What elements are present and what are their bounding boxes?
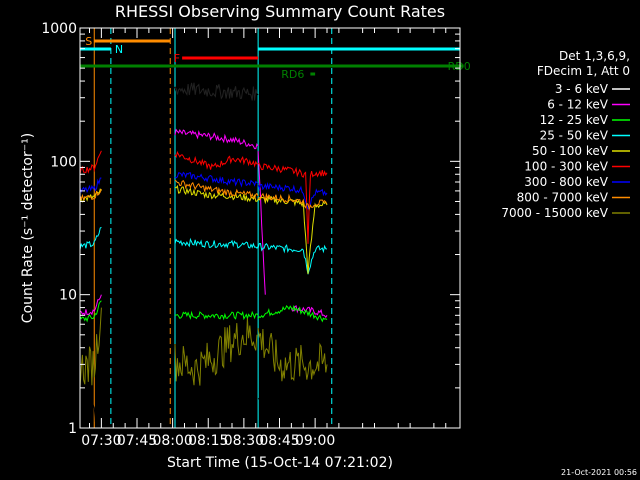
x-tick-label: 08:15 xyxy=(188,433,228,449)
legend-label: 7000 - 15000 keV xyxy=(501,206,608,220)
series-line xyxy=(174,318,259,386)
series-line xyxy=(174,171,259,188)
legend-label: 12 - 25 keV xyxy=(540,113,609,127)
series-line xyxy=(257,392,328,422)
y-tick-label: 100 xyxy=(50,154,77,170)
flag-label: S xyxy=(85,35,92,48)
series-line xyxy=(174,150,259,170)
x-tick-label: 08:45 xyxy=(259,433,299,449)
legend: Det 1,3,6,9,FDecim 1, Att 0 3 - 6 keV 6 - … xyxy=(501,49,630,220)
y-tick-label: 10 xyxy=(59,288,77,304)
series-line xyxy=(174,237,259,249)
series-line xyxy=(257,162,328,244)
series-line xyxy=(79,300,102,323)
x-tick-label: 09:00 xyxy=(295,433,335,449)
series-line xyxy=(257,304,328,323)
plot-background xyxy=(80,28,460,428)
series-line xyxy=(79,307,102,388)
series-line xyxy=(79,294,102,317)
flag-label: F xyxy=(174,52,180,65)
series-line xyxy=(290,305,328,319)
series-line xyxy=(174,128,259,150)
x-axis-label: Start Time (15-Oct-14 07:21:02) xyxy=(167,455,393,471)
legend-label: 3 - 6 keV xyxy=(555,82,609,96)
series-line xyxy=(79,177,102,194)
y-axis-label: Count Rate (s⁻¹ detector⁻¹) xyxy=(20,133,36,323)
plot-area: S N F RD0 RD6 xyxy=(79,27,471,429)
legend-label: 800 - 7000 keV xyxy=(517,191,609,205)
legend-header: Det 1,3,6,9, xyxy=(559,49,630,63)
timestamp: 21-Oct-2021 00:56 xyxy=(561,468,637,477)
series-line xyxy=(79,226,102,250)
x-tick-label: 08:30 xyxy=(224,433,264,449)
series-line xyxy=(174,82,258,101)
legend-label: 25 - 50 keV xyxy=(540,129,609,143)
series-line xyxy=(257,182,328,210)
x-tick-label: 07:30 xyxy=(81,433,121,449)
series-line xyxy=(257,151,266,295)
series-line xyxy=(174,179,259,200)
series-line xyxy=(175,310,259,321)
legend-label: 100 - 300 keV xyxy=(524,160,608,174)
flag-label: RD0 xyxy=(448,60,471,73)
series-line xyxy=(257,242,328,275)
legend-label: 50 - 100 keV xyxy=(532,144,609,158)
series-line xyxy=(257,328,328,382)
flag-label: RD6 xyxy=(281,68,304,81)
legend-label: 300 - 800 keV xyxy=(524,175,608,189)
chart-title: RHESSI Observing Summary Count Rates xyxy=(115,2,445,21)
series-line xyxy=(174,184,259,203)
plot-frame xyxy=(79,27,461,429)
y-tick-label: 1000 xyxy=(41,21,77,37)
series-line xyxy=(79,188,102,202)
x-tick-label: 07:45 xyxy=(117,433,157,449)
series-line xyxy=(79,400,100,426)
series-line xyxy=(257,192,328,211)
series-group xyxy=(79,82,328,426)
legend-label: 6 - 12 keV xyxy=(547,98,609,112)
flag-bars: S N F RD0 RD6 xyxy=(80,35,471,81)
legend-header: FDecim 1, Att 0 xyxy=(537,64,630,78)
y-tick-label: 1 xyxy=(68,421,77,437)
flag-label: N xyxy=(115,43,123,56)
event-lines xyxy=(93,28,333,428)
y-axis-ticks: 1 10 100 1000 xyxy=(41,21,460,437)
series-line xyxy=(79,150,102,175)
x-tick-label: 08:00 xyxy=(152,433,192,449)
